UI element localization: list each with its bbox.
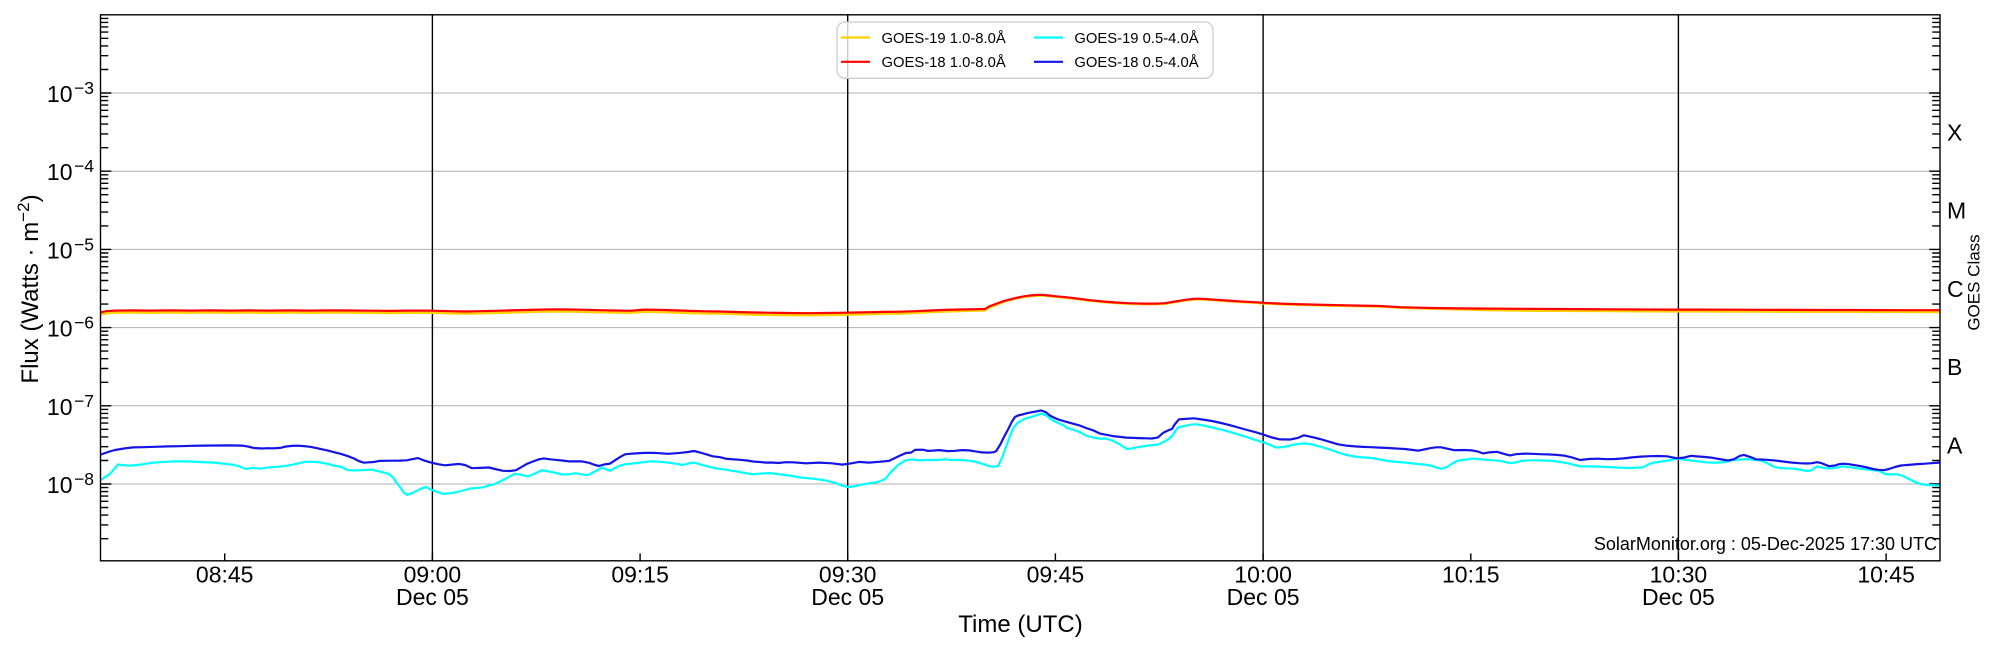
svg-text:10: 10 xyxy=(47,472,73,498)
svg-text:−6: −6 xyxy=(74,313,94,333)
svg-text:M: M xyxy=(1947,198,1966,224)
svg-text:09:00: 09:00 xyxy=(404,561,462,587)
svg-text:10:45: 10:45 xyxy=(1857,561,1915,587)
svg-text:10: 10 xyxy=(47,316,73,342)
svg-text:08:45: 08:45 xyxy=(196,561,254,587)
svg-text:Time (UTC): Time (UTC) xyxy=(958,611,1082,638)
svg-text:GOES-18 0.5-4.0Å: GOES-18 0.5-4.0Å xyxy=(1074,54,1198,71)
svg-text:10: 10 xyxy=(47,81,73,107)
svg-text:−3: −3 xyxy=(74,78,94,98)
svg-text:−7: −7 xyxy=(74,391,94,411)
svg-text:Dec 05: Dec 05 xyxy=(396,584,469,610)
svg-text:Dec 05: Dec 05 xyxy=(811,584,884,610)
svg-text:10:15: 10:15 xyxy=(1442,561,1500,587)
svg-text:Dec 05: Dec 05 xyxy=(1227,584,1300,610)
svg-text:09:45: 09:45 xyxy=(1027,561,1085,587)
svg-text:−5: −5 xyxy=(74,234,94,254)
svg-text:10:00: 10:00 xyxy=(1234,561,1292,587)
svg-text:09:15: 09:15 xyxy=(611,561,669,587)
svg-text:X: X xyxy=(1947,120,1962,146)
svg-text:C: C xyxy=(1947,276,1964,302)
svg-text:10: 10 xyxy=(47,159,73,185)
svg-text:Flux (Watts · m−2): Flux (Watts · m−2) xyxy=(14,194,44,383)
svg-text:SolarMonitor.org : 05-Dec-2025: SolarMonitor.org : 05-Dec-2025 17:30 UTC xyxy=(1594,534,1937,554)
svg-text:10: 10 xyxy=(47,237,73,263)
svg-text:10: 10 xyxy=(47,394,73,420)
svg-text:GOES Class: GOES Class xyxy=(1965,234,1984,330)
svg-text:GOES-19 0.5-4.0Å: GOES-19 0.5-4.0Å xyxy=(1074,30,1198,47)
svg-text:A: A xyxy=(1947,432,1963,458)
svg-text:10:30: 10:30 xyxy=(1650,561,1708,587)
svg-text:−4: −4 xyxy=(74,156,94,176)
svg-text:09:30: 09:30 xyxy=(819,561,877,587)
svg-text:Dec 05: Dec 05 xyxy=(1642,584,1715,610)
svg-text:−8: −8 xyxy=(74,469,94,489)
svg-text:GOES-19 1.0-8.0Å: GOES-19 1.0-8.0Å xyxy=(882,30,1006,47)
svg-text:GOES-18 1.0-8.0Å: GOES-18 1.0-8.0Å xyxy=(882,54,1006,71)
svg-text:B: B xyxy=(1947,354,1962,380)
